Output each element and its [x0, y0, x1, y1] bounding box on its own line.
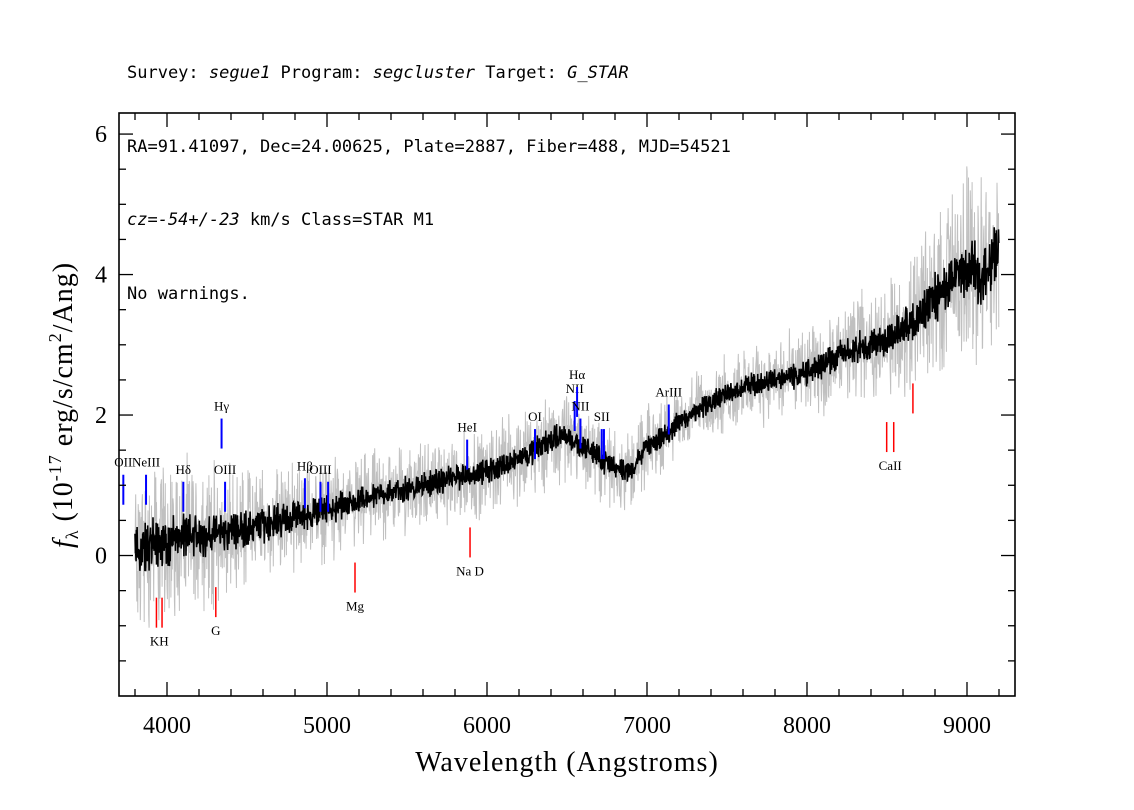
x-tick-label: 6000 [463, 713, 511, 739]
x-tick-label: 7000 [623, 713, 671, 739]
y-title-mid: erg/s/cm [48, 342, 79, 454]
header-line-redshift: cz=-54+/-23 km/s Class=STAR M1 [127, 208, 731, 233]
emission-line-label: OIII [309, 462, 331, 477]
y-title-exp2: 2 [45, 332, 65, 342]
cz-value: cz=-54+/-23 [127, 210, 240, 230]
emission-line-label: Hα [569, 367, 585, 382]
y-axis-title: fλ (10-17 erg/s/cm2/Ang) [45, 262, 82, 548]
plot-frame [118, 112, 1016, 697]
error-band [134, 166, 1000, 628]
y-title-post: /Ang) [48, 262, 79, 332]
emission-line-label: ArIII [655, 385, 682, 400]
flux-series [134, 227, 1000, 572]
emission-line-label: Hγ [214, 399, 229, 414]
survey-prefix: Survey: [127, 63, 209, 83]
y-axis: 0 2 4 6 [95, 122, 1015, 662]
emission-line-label: OIII [214, 462, 236, 477]
x-tick-label: 8000 [783, 713, 831, 739]
y-tick-label: 0 [95, 544, 107, 570]
x-tick-label: 9000 [943, 713, 991, 739]
emission-line-label: Hβ [297, 458, 313, 473]
y-tick-label: 4 [95, 263, 107, 289]
y-title-exp: -17 [45, 454, 65, 481]
emission-line-label: HeI [457, 420, 477, 435]
flux-line [134, 227, 1000, 572]
emission-line-label: Hδ [176, 462, 192, 477]
y-title-pre: (10 [48, 481, 79, 529]
x-tick-label: 4000 [143, 713, 191, 739]
absorption-line-label: KH [150, 634, 169, 649]
absorption-line-label: Na D [456, 563, 484, 578]
class-text: km/s Class=STAR M1 [239, 210, 435, 230]
y-tick-label: 6 [95, 122, 107, 148]
x-tick-label: 5000 [303, 713, 351, 739]
y-title-f: f [48, 537, 79, 548]
error-line [134, 166, 1000, 628]
survey-value: segue1 [208, 63, 271, 83]
y-tick-label: 2 [95, 403, 107, 429]
header-line-survey: Survey: segue1 Program: segcluster Targe… [127, 61, 731, 86]
emission-line-label: NII [566, 381, 584, 396]
header-line-warnings: No warnings. [127, 283, 250, 304]
emission-line-label: SII [594, 409, 610, 424]
x-axis-title: Wavelength (Angstroms) [415, 747, 719, 778]
program-value: segcluster [372, 63, 476, 83]
emission-line-label: OII [114, 455, 132, 470]
emission-line-label: NII [571, 399, 589, 414]
absorption-line-label: CaII [879, 458, 902, 473]
absorption-line-label: G [211, 623, 220, 638]
y-title-sub: λ [62, 530, 82, 540]
target-prefix: Target: [475, 63, 568, 83]
absorption-line-label: Mg [346, 599, 365, 614]
program-prefix: Program: [270, 63, 373, 83]
emission-line-label: NeIII [132, 455, 160, 470]
target-value: G_STAR [567, 63, 629, 83]
x-axis: 4000 5000 6000 7000 8000 9000 [134, 113, 1000, 739]
emission-line-label: OI [528, 409, 542, 424]
spectrum-header: Survey: segue1 Program: segcluster Targe… [127, 12, 731, 331]
header-line-coords: RA=91.41097, Dec=24.00625, Plate=2887, F… [127, 136, 731, 157]
